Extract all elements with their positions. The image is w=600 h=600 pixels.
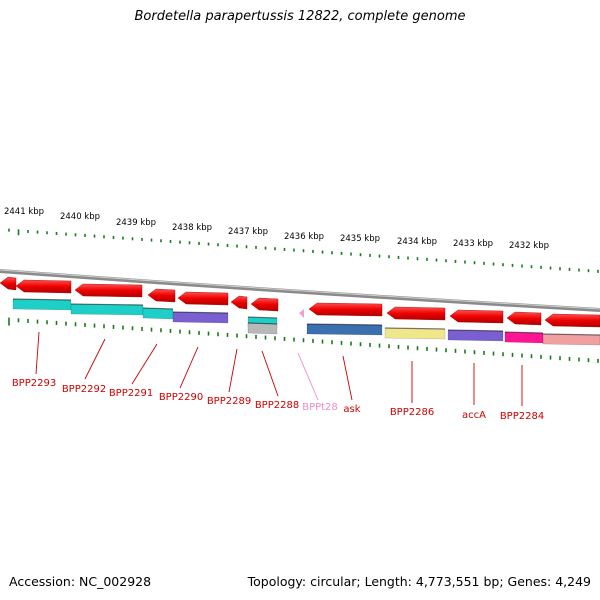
gene-arrow bbox=[250, 297, 279, 312]
scale-label: 2439 kbp bbox=[116, 218, 156, 228]
gene-arrow bbox=[15, 279, 72, 294]
gene-arrow bbox=[177, 291, 229, 306]
gene-labels: BPP2293 BPP2292 BPP2291 BPP2290 BPP2289 BPP22… bbox=[12, 378, 544, 422]
gene-arrow bbox=[0, 276, 17, 291]
gene-arrow bbox=[230, 295, 248, 310]
cog-edge bbox=[247, 316, 278, 319]
scale-label: 2437 kbp bbox=[228, 227, 268, 237]
cog-edge bbox=[384, 327, 446, 330]
cog-track bbox=[12, 298, 600, 346]
gene-arrow bbox=[506, 311, 542, 326]
gene-arrow bbox=[147, 288, 176, 303]
gene-label: accA bbox=[462, 410, 486, 421]
label-leader bbox=[342, 355, 353, 401]
label-leader bbox=[84, 338, 106, 380]
accession-text: Accession: NC_002928 bbox=[9, 574, 152, 589]
gene-arrow bbox=[544, 313, 600, 328]
cog-block bbox=[306, 323, 383, 336]
label-leader bbox=[297, 352, 319, 401]
label-leader bbox=[35, 331, 40, 375]
gene-arrow bbox=[74, 283, 143, 298]
scale-label: 2435 kbp bbox=[340, 234, 380, 244]
cog-block bbox=[384, 327, 446, 340]
cog-block bbox=[172, 311, 229, 324]
genome-backbone-highlight bbox=[0, 269, 600, 310]
label-leader bbox=[261, 350, 279, 397]
cog-block bbox=[70, 303, 144, 316]
scale-label: 2438 kbp bbox=[172, 223, 212, 233]
cog-block bbox=[247, 322, 278, 335]
cog-edge bbox=[447, 329, 504, 332]
gene-label: BPPt28 bbox=[302, 402, 338, 413]
gene-track bbox=[0, 276, 600, 328]
gene-label: ask bbox=[343, 404, 360, 415]
scale-label: 2432 kbp bbox=[509, 241, 549, 251]
gene-label: BPP2292 bbox=[62, 384, 106, 395]
scale-label: 2441 kbp bbox=[4, 207, 44, 217]
label-leader bbox=[131, 343, 158, 385]
cog-edge bbox=[306, 323, 383, 326]
map-title: Bordetella parapertussis 12822, complete… bbox=[134, 9, 466, 24]
scale-label: 2433 kbp bbox=[453, 239, 493, 249]
label-leaders bbox=[35, 331, 523, 406]
scale-label: 2436 kbp bbox=[284, 232, 324, 242]
cog-edge bbox=[172, 311, 229, 314]
cog-edge bbox=[70, 303, 144, 306]
cog-edge bbox=[542, 333, 600, 336]
cog-block bbox=[504, 331, 544, 344]
label-leader bbox=[179, 346, 199, 389]
label-leader bbox=[228, 348, 238, 393]
gene-label: BPP2289 bbox=[207, 396, 251, 407]
gene-arrow bbox=[449, 309, 504, 324]
scale-label: 2440 kbp bbox=[60, 212, 100, 222]
gene-label: BPP2290 bbox=[159, 392, 203, 403]
cog-block bbox=[142, 307, 174, 320]
cog-block bbox=[447, 329, 504, 342]
gene-label: BPP2284 bbox=[500, 411, 544, 422]
gene-arrow bbox=[386, 306, 446, 321]
gene-label: BPP2293 bbox=[12, 378, 56, 389]
gene-label: BPP2288 bbox=[255, 400, 299, 411]
cog-edge bbox=[12, 298, 72, 301]
scale-label: 2434 kbp bbox=[397, 237, 437, 247]
topology-text: Topology: circular; Length: 4,773,551 bp… bbox=[247, 574, 591, 589]
cog-block bbox=[542, 333, 600, 346]
cog-block bbox=[12, 298, 72, 311]
trna-marker bbox=[299, 309, 304, 318]
genome-backbone bbox=[0, 269, 600, 312]
scale-ticks bbox=[8, 228, 599, 363]
gene-arrow bbox=[308, 302, 383, 317]
scale-labels: 2441 kbp 2440 kbp 2439 kbp 2438 kbp 2437 kbp… bbox=[4, 207, 549, 251]
gene-label: BPP2291 bbox=[109, 388, 153, 399]
cog-edge bbox=[247, 322, 278, 325]
cog-edge bbox=[504, 331, 544, 334]
cog-edge bbox=[142, 307, 174, 310]
gene-label: BPP2286 bbox=[390, 407, 434, 418]
